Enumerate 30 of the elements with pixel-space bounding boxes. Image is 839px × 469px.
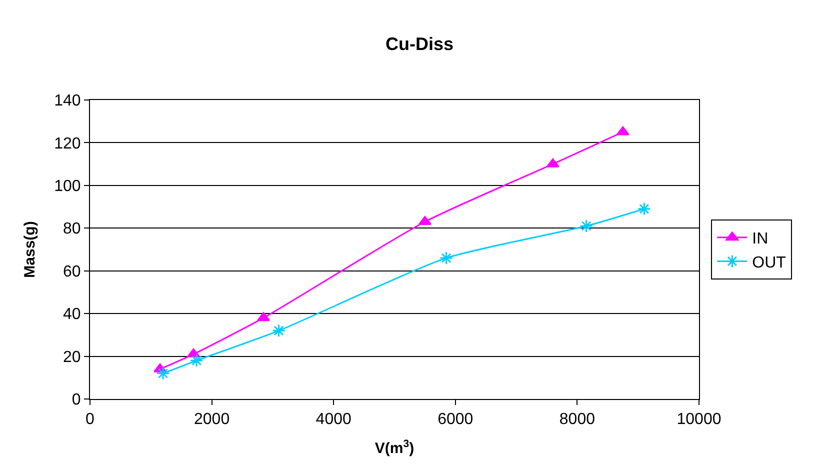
y-tick-label: 40 bbox=[63, 306, 81, 324]
y-axis-title: Mass(g) bbox=[21, 221, 38, 278]
y-tick-label: 140 bbox=[54, 92, 81, 110]
point bbox=[272, 324, 286, 338]
point bbox=[156, 366, 170, 380]
x-tick-label: 4000 bbox=[316, 411, 352, 428]
y-tick-label: 0 bbox=[72, 392, 81, 409]
point bbox=[418, 216, 432, 225]
point bbox=[187, 348, 200, 358]
x-axis-title: V(m$^{3}$) bbox=[374, 438, 414, 458]
x-tick-label: 8000 bbox=[559, 411, 596, 428]
point bbox=[546, 158, 560, 168]
point bbox=[257, 312, 270, 322]
point bbox=[637, 202, 651, 216]
legend-label: OUT bbox=[752, 254, 786, 272]
x-tick-label: 2000 bbox=[194, 411, 230, 428]
x-tick-label: 10000 bbox=[676, 411, 722, 428]
legend-label: IN bbox=[752, 230, 768, 248]
chart-title: Cu-Diss bbox=[385, 34, 454, 54]
point bbox=[440, 251, 454, 265]
point bbox=[580, 219, 594, 233]
x-tick-label: 6000 bbox=[438, 411, 474, 428]
y-tick-label: 80 bbox=[63, 220, 81, 238]
point bbox=[190, 354, 204, 368]
y-tick-label: 20 bbox=[63, 348, 81, 366]
y-tick-label: 100 bbox=[54, 178, 81, 196]
x-tick-label: 0 bbox=[86, 411, 95, 428]
point bbox=[616, 126, 630, 136]
y-tick-label: 120 bbox=[54, 135, 81, 152]
y-tick-label: 60 bbox=[63, 263, 81, 280]
